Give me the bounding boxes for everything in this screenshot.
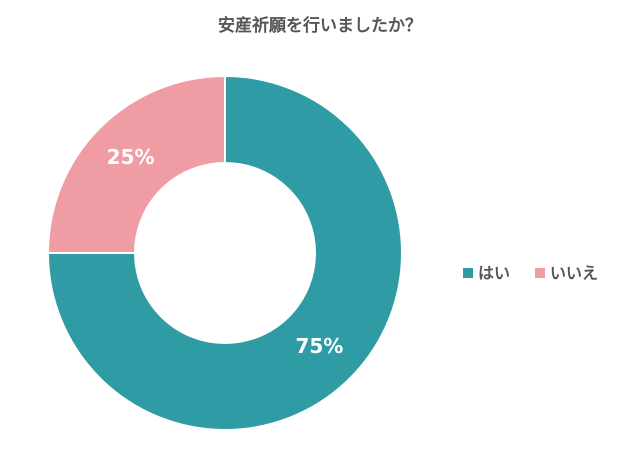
legend-label: はい bbox=[478, 264, 510, 283]
legend-swatch bbox=[463, 268, 473, 278]
donut-slice bbox=[46, 74, 226, 254]
donut-slice bbox=[46, 74, 403, 431]
chart-title: 安産祈願を行いましたか？ bbox=[218, 15, 422, 36]
value-label: 25% bbox=[107, 145, 155, 169]
legend-label: いいえ bbox=[550, 264, 598, 283]
legend-swatch bbox=[535, 268, 545, 278]
value-label: 75% bbox=[295, 334, 343, 358]
